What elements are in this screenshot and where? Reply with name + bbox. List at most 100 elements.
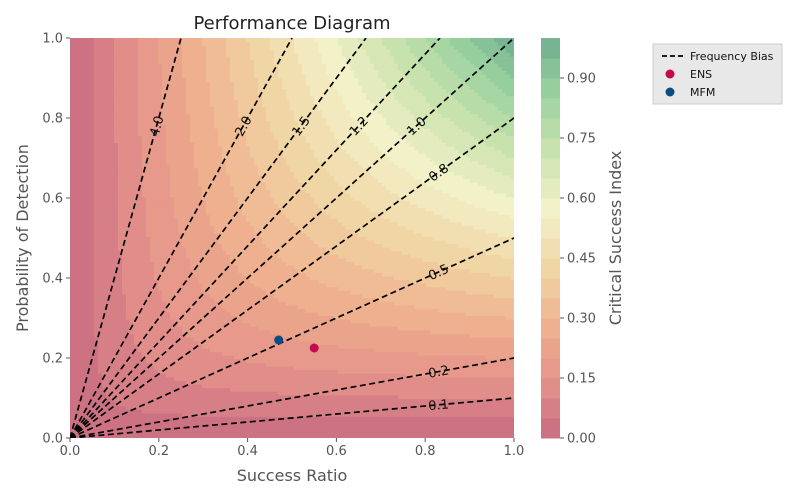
csi-contour-cell (218, 38, 223, 43)
csi-contour-cell (154, 185, 159, 190)
csi-contour-cell (142, 254, 147, 259)
csi-contour-cell (110, 203, 115, 208)
csi-contour-cell (238, 131, 243, 136)
csi-contour-cell (74, 88, 79, 93)
csi-contour-cell (102, 77, 107, 82)
csi-contour-cell (230, 153, 235, 158)
csi-contour-cell (178, 196, 183, 201)
csi-contour-cell (190, 131, 195, 136)
csi-contour-cell (246, 326, 251, 331)
csi-contour-cell (230, 45, 235, 50)
csi-contour-cell (218, 63, 223, 68)
csi-contour-cell (242, 63, 247, 68)
csi-contour-cell (186, 113, 191, 118)
csi-contour-cell (118, 81, 123, 86)
csi-contour-cell (170, 315, 175, 320)
csi-contour-cell (118, 99, 123, 104)
csi-contour-cell (194, 153, 199, 158)
csi-contour-cell (214, 156, 219, 162)
csi-contour-cell (170, 52, 175, 57)
csi-contour-cell (182, 409, 187, 414)
csi-contour-cell (194, 279, 199, 284)
csi-contour-cell (226, 113, 231, 118)
csi-contour-cell (178, 153, 183, 158)
csi-contour-cell (146, 427, 151, 432)
csi-contour-cell (110, 351, 115, 356)
csi-contour-cell (118, 265, 123, 270)
csi-contour-cell (106, 45, 111, 50)
csi-contour-cell (82, 358, 87, 363)
csi-contour-cell (122, 250, 127, 255)
csi-contour-cell (118, 178, 123, 183)
csi-contour-cell (230, 337, 235, 342)
csi-contour-cell (170, 247, 175, 252)
csi-contour-cell (246, 228, 251, 234)
csi-contour-cell (82, 401, 87, 407)
csi-contour-cell (238, 185, 243, 190)
csi-contour-cell (78, 419, 83, 425)
csi-contour-cell (98, 153, 103, 158)
csi-contour-cell (230, 131, 235, 136)
csi-contour-cell (202, 174, 207, 180)
csi-contour-cell (70, 92, 75, 97)
csi-contour-cell (150, 351, 155, 356)
csi-contour-cell (126, 221, 131, 226)
csi-contour-cell (86, 326, 91, 331)
csi-contour-cell (158, 373, 163, 378)
csi-contour-cell (222, 38, 227, 43)
csi-contour-cell (202, 149, 207, 154)
csi-contour-cell (94, 131, 99, 136)
csi-contour-cell (138, 322, 143, 327)
csi-contour-cell (74, 333, 79, 338)
csi-contour-cell (118, 272, 123, 277)
csi-contour-cell (130, 178, 135, 183)
csi-contour-cell (230, 77, 235, 82)
csi-contour-cell (218, 434, 223, 438)
csi-contour-cell (230, 81, 235, 86)
csi-contour-cell (98, 391, 103, 396)
csi-contour-cell (194, 401, 199, 407)
csi-contour-cell (242, 394, 247, 399)
csi-contour-cell (190, 74, 195, 79)
csi-contour-cell (234, 102, 239, 108)
csi-contour-cell (78, 207, 83, 212)
csi-contour-cell (246, 416, 251, 421)
csi-contour-cell (86, 182, 91, 187)
csi-contour-cell (98, 365, 103, 371)
csi-contour-cell (90, 59, 95, 64)
csi-contour-cell (90, 92, 95, 97)
csi-contour-cell (222, 355, 227, 360)
csi-contour-cell (230, 387, 235, 392)
csi-contour-cell (198, 164, 203, 169)
csi-contour-cell (118, 228, 123, 234)
csi-contour-cell (102, 66, 107, 72)
csi-contour-cell (94, 301, 99, 306)
csi-contour-cell (218, 376, 223, 381)
csi-contour-cell (206, 203, 211, 208)
csi-contour-cell (138, 149, 143, 154)
csi-contour-cell (166, 74, 171, 79)
csi-contour-cell (150, 48, 155, 54)
csi-contour-cell (134, 218, 139, 223)
csi-contour-cell (242, 322, 247, 327)
csi-contour-cell (110, 164, 115, 169)
csi-contour-cell (98, 387, 103, 392)
csi-contour-cell (110, 178, 115, 183)
csi-contour-cell (234, 301, 239, 306)
csi-contour-cell (130, 355, 135, 360)
csi-contour-cell (206, 124, 211, 129)
csi-contour-cell (106, 430, 111, 435)
csi-contour-cell (238, 48, 243, 54)
csi-contour-cell (118, 434, 123, 438)
csi-contour-cell (82, 427, 87, 432)
csi-contour-cell (130, 131, 135, 136)
csi-contour-cell (162, 340, 167, 345)
csi-contour-cell (214, 63, 219, 68)
csi-contour-cell (94, 319, 99, 324)
csi-contour-cell (118, 275, 123, 281)
csi-contour-cell (142, 66, 147, 72)
csi-contour-cell (234, 275, 239, 281)
csi-contour-cell (226, 315, 231, 320)
csi-contour-cell (134, 210, 139, 216)
csi-contour-cell (166, 70, 171, 75)
